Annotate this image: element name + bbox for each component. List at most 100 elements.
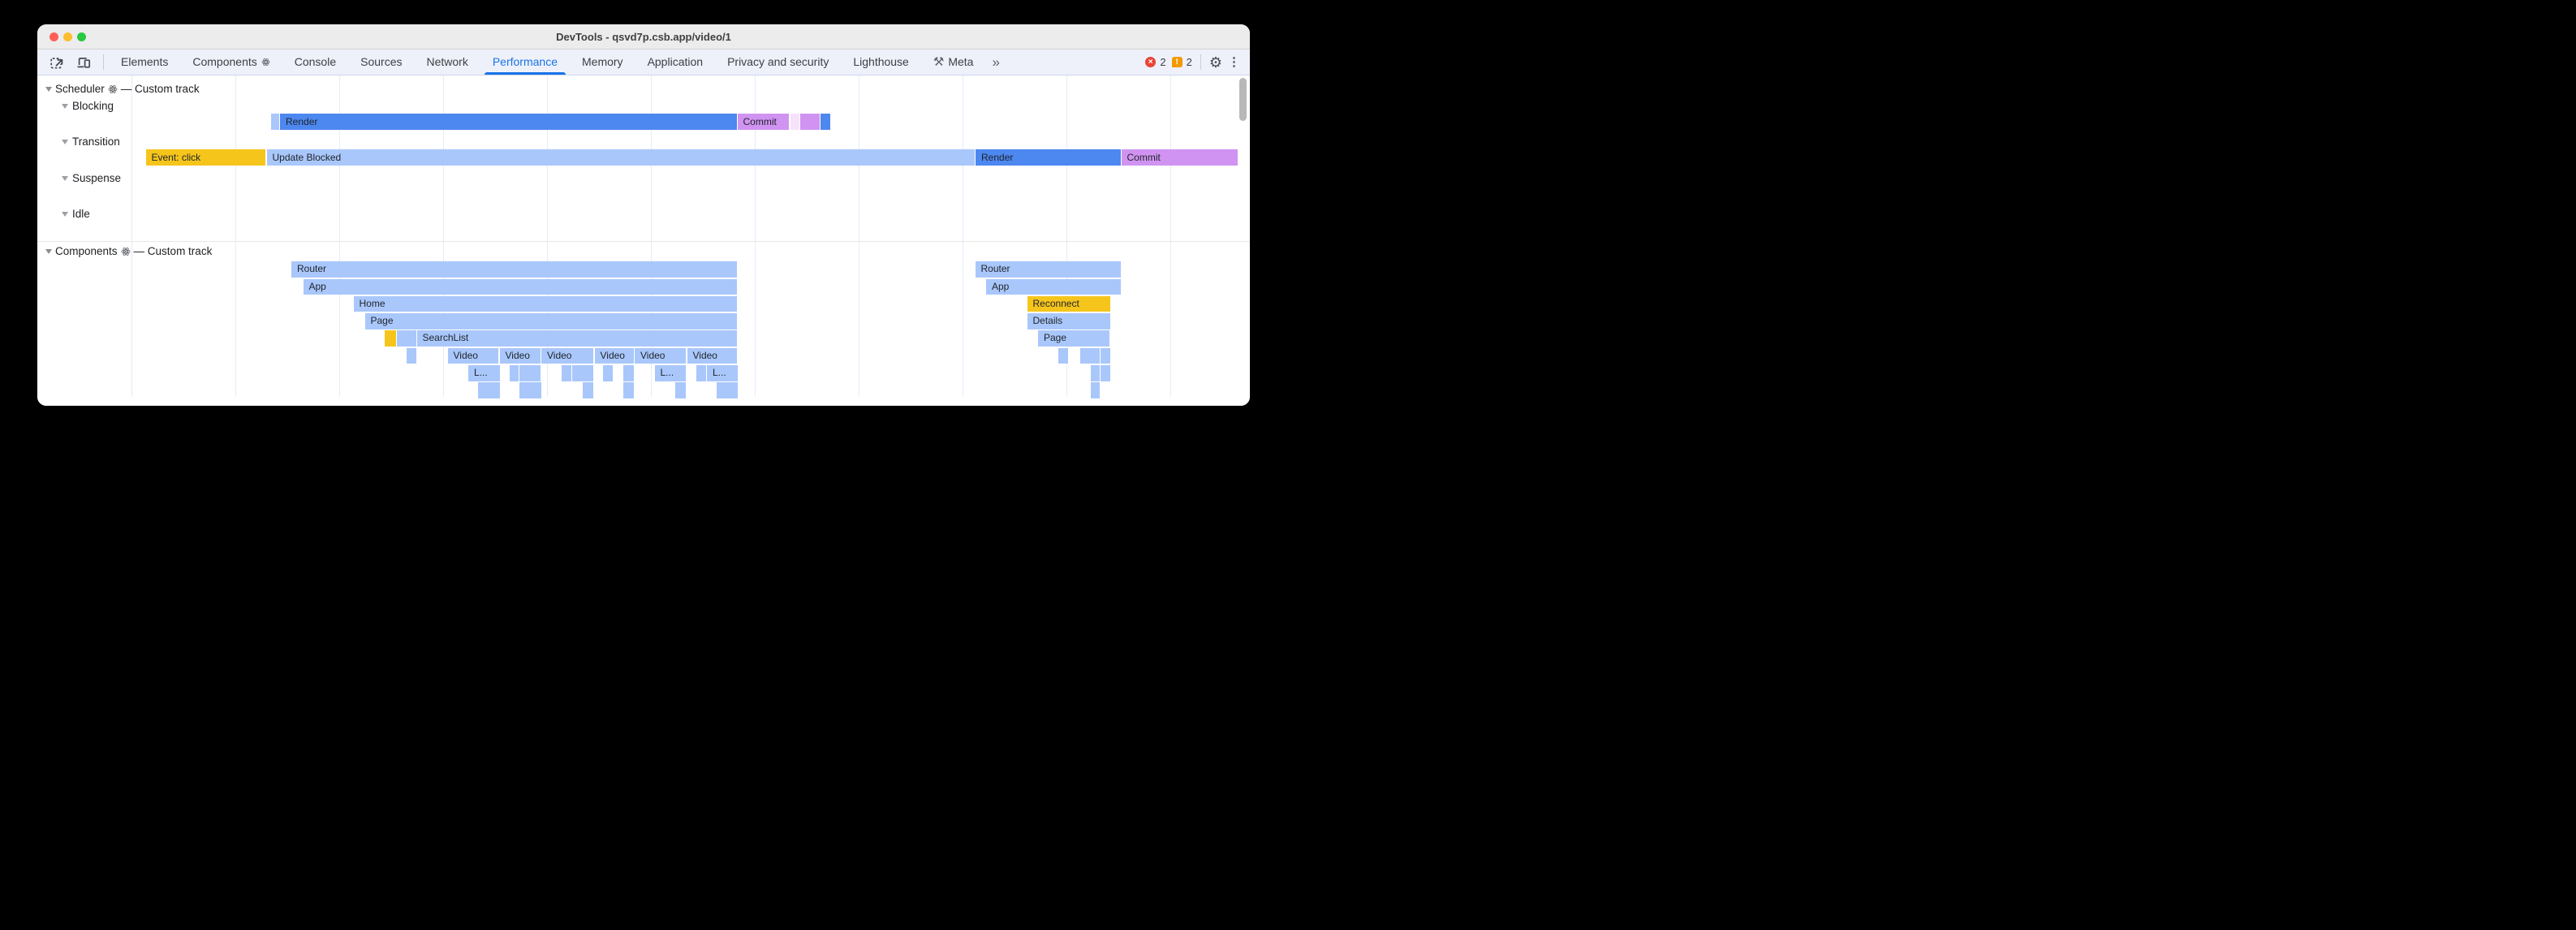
flame-bar-commit[interactable]: Commit	[737, 113, 789, 130]
flame-bar-render[interactable]: Render	[280, 113, 737, 130]
flame-bar-commit[interactable]: Commit	[1121, 149, 1238, 166]
flame-bar[interactable]	[623, 365, 634, 381]
flame-bar-home[interactable]: Home	[353, 295, 737, 312]
close-button[interactable]	[49, 32, 58, 41]
gridline	[339, 75, 340, 397]
flame-bar[interactable]	[571, 365, 593, 381]
atom-icon	[261, 58, 270, 67]
settings-icon[interactable]: ⚙	[1208, 54, 1222, 71]
toolbar-right-cluster: × 2 ! 2 ⚙ ⋮	[1144, 50, 1240, 75]
flame-bar[interactable]	[790, 113, 799, 130]
collapse-triangle-icon[interactable]	[45, 248, 52, 254]
flame-bar-reconnect[interactable]: Reconnect	[1027, 295, 1110, 312]
tab-application[interactable]: Application	[635, 50, 716, 75]
maximize-button[interactable]	[76, 32, 86, 41]
flame-bar-video[interactable]: Video	[541, 347, 593, 364]
flame-bar[interactable]	[582, 382, 593, 398]
warning-count[interactable]: 2	[1186, 56, 1192, 68]
collapse-triangle-icon[interactable]	[62, 175, 68, 181]
flame-bar[interactable]	[800, 113, 820, 130]
flame-bar[interactable]	[602, 365, 613, 381]
flame-bar-video[interactable]: Video	[635, 347, 686, 364]
inspect-element-icon[interactable]	[49, 54, 65, 71]
tab-label: Components	[192, 55, 257, 68]
flame-bar-video[interactable]: Video	[594, 347, 634, 364]
flame-bar-video[interactable]: Video	[687, 347, 737, 364]
tab-lighthouse[interactable]: Lighthouse	[841, 50, 921, 75]
flame-bar-router[interactable]: Router	[291, 261, 737, 278]
lane-label-idle[interactable]: Idle	[62, 208, 90, 220]
lane-label-transition[interactable]: Transition	[62, 136, 120, 148]
flame-bar-router[interactable]: Router	[975, 261, 1121, 278]
flame-bar[interactable]	[561, 365, 571, 381]
flame-bar-l[interactable]: L...	[707, 365, 738, 381]
collapse-triangle-icon[interactable]	[45, 86, 52, 92]
flame-bar[interactable]	[623, 382, 634, 398]
flame-bar[interactable]	[1090, 382, 1100, 398]
error-badge-icon[interactable]: ×	[1144, 56, 1157, 68]
flame-bar[interactable]	[821, 113, 830, 130]
flame-bar-app[interactable]: App	[986, 278, 1121, 295]
flame-bar-l[interactable]: L...	[654, 365, 686, 381]
tab-label: Network	[426, 55, 468, 68]
flame-bar-l[interactable]: L...	[468, 365, 500, 381]
lane-label-text: Idle	[72, 208, 90, 220]
minimize-button[interactable]	[62, 32, 72, 41]
flame-bar-video[interactable]: Video	[447, 347, 498, 364]
flame-bar-update-blocked[interactable]: Update Blocked	[266, 149, 975, 166]
flame-bar[interactable]	[385, 330, 396, 347]
flame-bar[interactable]	[1090, 365, 1100, 381]
flame-bar[interactable]	[478, 382, 500, 398]
flame-bar-render[interactable]: Render	[976, 149, 1121, 166]
flame-bar-page[interactable]: Page	[364, 313, 737, 329]
flame-bar-searchlist[interactable]: SearchList	[416, 330, 737, 347]
scrollbar-thumb[interactable]	[1239, 78, 1247, 121]
window-title: DevTools - qsvd7p.csb.app/video/1	[556, 31, 731, 43]
error-count[interactable]: 2	[1160, 56, 1166, 68]
flame-bar[interactable]	[1101, 365, 1110, 381]
tab-components[interactable]: Components	[180, 50, 282, 75]
collapse-triangle-icon[interactable]	[62, 139, 68, 144]
collapse-triangle-icon[interactable]	[62, 103, 68, 109]
components-track-header[interactable]: Components — Custom track	[45, 245, 212, 257]
tab-memory[interactable]: Memory	[570, 50, 635, 75]
collapse-triangle-icon[interactable]	[62, 211, 68, 217]
flame-bar[interactable]	[270, 113, 279, 130]
tab-network[interactable]: Network	[414, 50, 480, 75]
flame-bar[interactable]	[674, 382, 686, 398]
tab-performance[interactable]: Performance	[480, 50, 570, 75]
flame-bar[interactable]	[1080, 347, 1100, 364]
lane-label-blocking[interactable]: Blocking	[62, 100, 114, 112]
lane-label-suspense[interactable]: Suspense	[62, 172, 121, 184]
atom-icon	[108, 84, 118, 94]
tab-label: Privacy and security	[727, 55, 829, 68]
flame-bar-details[interactable]: Details	[1027, 313, 1110, 329]
flame-bar[interactable]	[519, 382, 541, 398]
flame-bar-app[interactable]: App	[303, 278, 737, 295]
tab-sources[interactable]: Sources	[348, 50, 414, 75]
panel-tabs: Elements Components Console Sources Network…	[109, 50, 1006, 75]
flame-bar-video[interactable]: Video	[499, 347, 541, 364]
flame-bar[interactable]	[1058, 347, 1068, 364]
flame-bar[interactable]	[397, 330, 416, 347]
device-toolbar-icon[interactable]	[75, 54, 92, 71]
flame-bar[interactable]	[696, 365, 706, 381]
flame-bar-page[interactable]: Page	[1038, 330, 1109, 347]
flame-bar[interactable]	[519, 365, 541, 381]
warning-badge-icon[interactable]: !	[1171, 57, 1182, 67]
flame-bar-event-click[interactable]: Event: click	[145, 149, 265, 166]
tab-privacy-and-security[interactable]: Privacy and security	[715, 50, 841, 75]
gridline	[547, 75, 548, 397]
more-tabs-button[interactable]: »	[992, 54, 1000, 70]
tab-elements[interactable]: Elements	[109, 50, 180, 75]
flame-bar[interactable]	[407, 347, 416, 364]
menu-icon[interactable]: ⋮	[1228, 54, 1240, 69]
flame-bar[interactable]	[1101, 347, 1110, 364]
flame-bar[interactable]	[716, 382, 738, 398]
devtools-toolbar: Elements Components Console Sources Network…	[37, 50, 1250, 75]
flame-bar[interactable]	[510, 365, 519, 381]
tab-meta[interactable]: ⚒ Meta	[921, 50, 986, 75]
tab-console[interactable]: Console	[282, 50, 348, 75]
toolbar-right-divider	[1200, 54, 1201, 70]
scheduler-track-header[interactable]: Scheduler — Custom track	[45, 83, 200, 95]
